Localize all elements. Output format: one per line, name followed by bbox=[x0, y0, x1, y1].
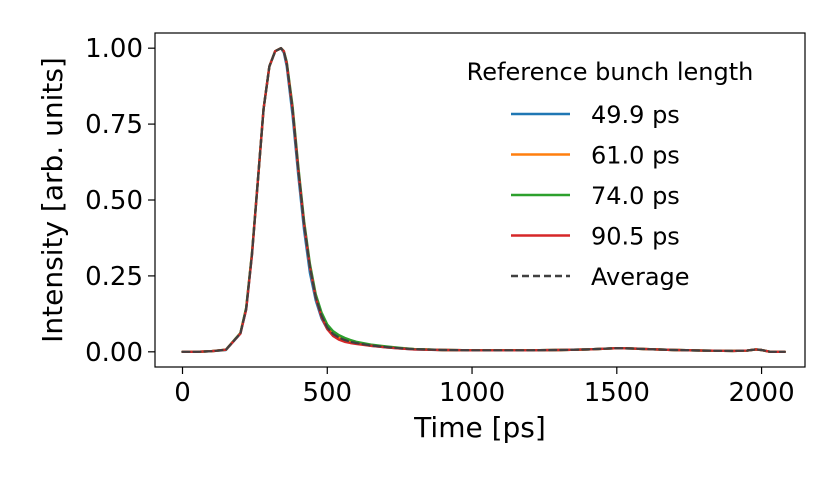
x-tick-label: 1000 bbox=[439, 378, 505, 408]
y-tick-label: 0.00 bbox=[85, 338, 143, 368]
series-line-5 bbox=[181, 47, 786, 353]
y-tick-label: 0.25 bbox=[85, 262, 143, 292]
y-axis-ticks: 0.00 0.25 0.50 0.75 1.00 bbox=[85, 34, 155, 368]
legend-label: 74.0 ps bbox=[591, 182, 680, 210]
legend-label: 90.5 ps bbox=[591, 223, 680, 251]
y-axis-label: Intensity [arb. units] bbox=[36, 57, 69, 343]
x-tick-label: 2000 bbox=[728, 378, 794, 408]
legend-label: 61.0 ps bbox=[591, 142, 680, 170]
legend: Reference bunch length 49.9 ps 61.0 ps 74.… bbox=[467, 58, 754, 291]
plot-area-background bbox=[155, 33, 805, 367]
legend-label: 49.9 ps bbox=[591, 101, 680, 129]
x-tick-label: 0 bbox=[174, 378, 191, 408]
series-layer bbox=[181, 46, 786, 354]
y-tick-label: 1.00 bbox=[85, 34, 143, 64]
y-tick-label: 0.50 bbox=[85, 186, 143, 216]
legend-entries: 49.9 ps 61.0 ps 74.0 ps 90.5 ps Average bbox=[511, 101, 690, 291]
x-tick-label: 500 bbox=[302, 378, 352, 408]
x-axis-ticks: 0 500 1000 1500 2000 bbox=[174, 367, 795, 408]
legend-title: Reference bunch length bbox=[467, 58, 754, 86]
x-tick-label: 1500 bbox=[584, 378, 650, 408]
x-axis-label: Time [ps] bbox=[413, 411, 546, 444]
legend-label: Average bbox=[591, 263, 690, 291]
y-tick-label: 0.75 bbox=[85, 110, 143, 140]
